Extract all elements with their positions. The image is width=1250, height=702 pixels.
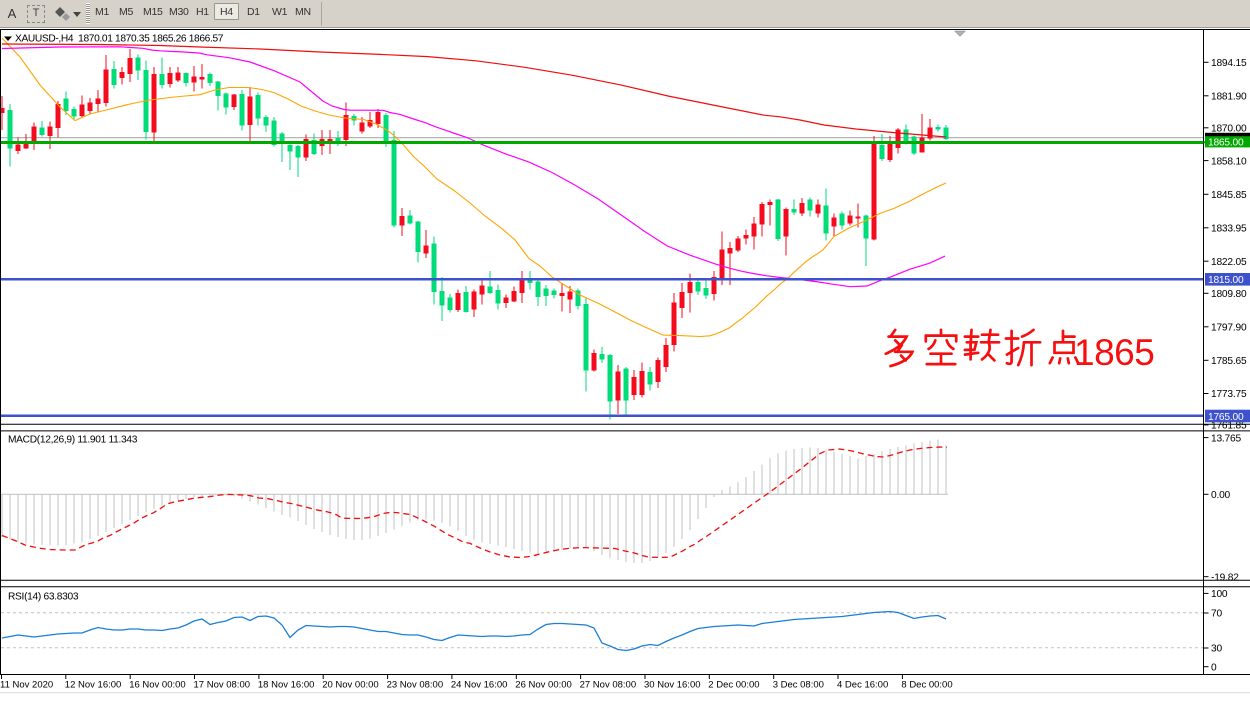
svg-text:27 Nov 08:00: 27 Nov 08:00 xyxy=(580,680,637,691)
svg-text:16 Nov 00:00: 16 Nov 00:00 xyxy=(129,680,186,691)
svg-text:1773.75: 1773.75 xyxy=(1211,389,1247,400)
svg-text:4 Dec 16:00: 4 Dec 16:00 xyxy=(837,680,888,691)
svg-text:18 Nov 16:00: 18 Nov 16:00 xyxy=(258,680,315,691)
svg-text:12 Nov 16:00: 12 Nov 16:00 xyxy=(65,680,122,691)
svg-text:1822.05: 1822.05 xyxy=(1211,257,1247,268)
svg-text:17 Nov 08:00: 17 Nov 08:00 xyxy=(194,680,251,691)
svg-text:24 Nov 16:00: 24 Nov 16:00 xyxy=(451,680,508,691)
svg-text:1865.00: 1865.00 xyxy=(1208,137,1244,148)
svg-text:1815.00: 1815.00 xyxy=(1208,275,1244,286)
svg-text:-19.82: -19.82 xyxy=(1211,572,1239,583)
svg-text:23 Nov 08:00: 23 Nov 08:00 xyxy=(387,680,444,691)
svg-text:RSI(14) 63.8303: RSI(14) 63.8303 xyxy=(8,591,79,602)
svg-text:1858.10: 1858.10 xyxy=(1211,156,1247,167)
svg-text:26 Nov 00:00: 26 Nov 00:00 xyxy=(515,680,572,691)
svg-text:1809.80: 1809.80 xyxy=(1211,289,1247,300)
svg-text:1845.85: 1845.85 xyxy=(1211,190,1247,201)
svg-text:1833.95: 1833.95 xyxy=(1211,224,1247,235)
svg-text:13.765: 13.765 xyxy=(1211,433,1241,444)
svg-text:1894.15: 1894.15 xyxy=(1211,58,1247,69)
svg-text:3 Dec 08:00: 3 Dec 08:00 xyxy=(773,680,824,691)
svg-text:MACD(12,26,9) 11.901 11.343: MACD(12,26,9) 11.901 11.343 xyxy=(8,434,138,445)
svg-text:8 Dec 00:00: 8 Dec 00:00 xyxy=(901,680,952,691)
svg-text:30 Nov 16:00: 30 Nov 16:00 xyxy=(644,680,701,691)
svg-text:1765.00: 1765.00 xyxy=(1208,412,1244,423)
svg-text:2 Dec 00:00: 2 Dec 00:00 xyxy=(708,680,759,691)
svg-text:1870.00: 1870.00 xyxy=(1211,124,1247,135)
svg-text:20 Nov 00:00: 20 Nov 00:00 xyxy=(322,680,379,691)
svg-text:70: 70 xyxy=(1211,609,1222,620)
svg-text:30: 30 xyxy=(1211,644,1222,655)
svg-text:1865: 1865 xyxy=(1074,332,1154,373)
svg-text:1761.85: 1761.85 xyxy=(1211,421,1247,432)
svg-text:0: 0 xyxy=(1211,662,1217,673)
svg-text:0.00: 0.00 xyxy=(1211,490,1231,501)
svg-text:1785.65: 1785.65 xyxy=(1211,356,1247,367)
svg-text:XAUUSD-,H4 1870.01 1870.35 18: XAUUSD-,H4 1870.01 1870.35 1865.26 1866.… xyxy=(15,34,224,45)
svg-text:100: 100 xyxy=(1211,589,1228,600)
svg-text:11 Nov 2020: 11 Nov 2020 xyxy=(0,680,53,691)
svg-text:1797.90: 1797.90 xyxy=(1211,323,1247,334)
svg-text:1881.90: 1881.90 xyxy=(1211,92,1247,103)
